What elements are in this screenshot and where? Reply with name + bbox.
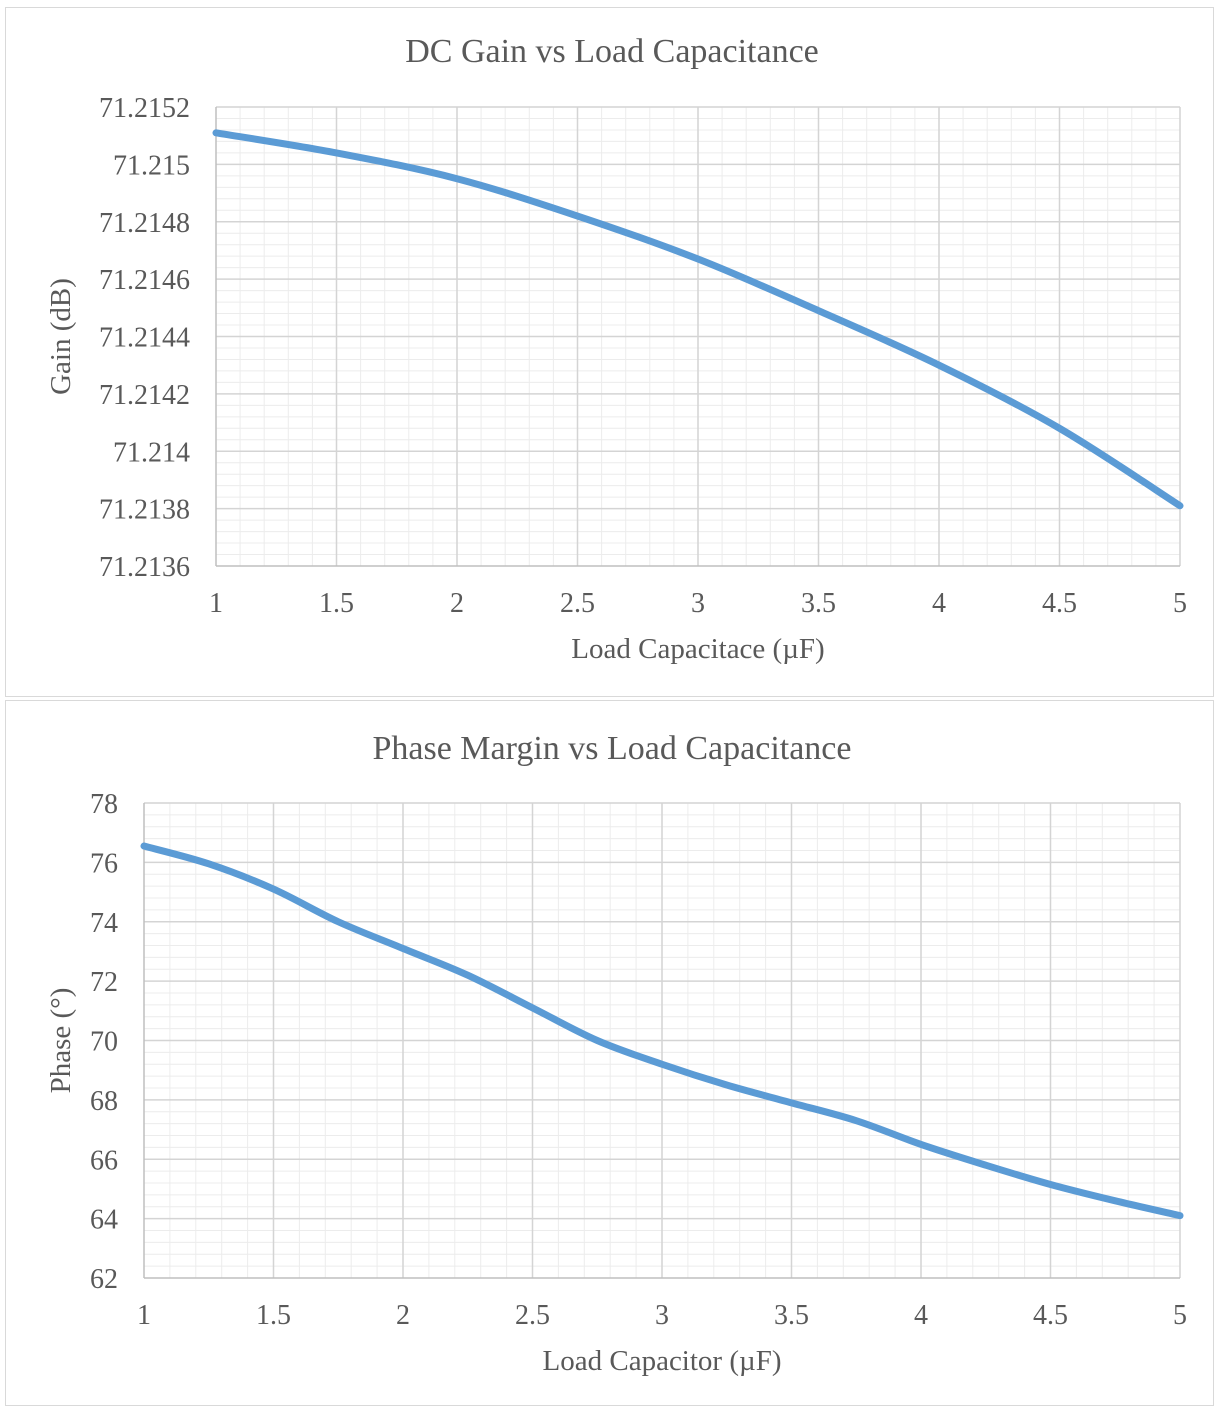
y-tick-label: 71.2142 xyxy=(99,380,190,411)
x-tick-label: 2.5 xyxy=(515,1300,550,1331)
y-tick-label: 71.2138 xyxy=(99,495,190,526)
gain-chart: 1 1.5 2 2.5 3 3.5 4 4.5 5 71.2136 71.2138 71.214 71.… xyxy=(45,33,1187,665)
x-tick-label: 5 xyxy=(1173,588,1187,619)
y-tick-label: 72 xyxy=(90,967,118,998)
y-tick-label: 71.2148 xyxy=(99,208,190,239)
y-tick-label: 71.2152 xyxy=(99,93,190,124)
y-tick-label: 74 xyxy=(90,908,118,939)
x-tick-label: 4 xyxy=(914,1300,928,1331)
x-axis-title: Load Capacitace (µF) xyxy=(571,633,824,665)
x-tick-label: 2.5 xyxy=(560,588,595,619)
y-tick-label: 66 xyxy=(90,1145,118,1176)
x-tick-label: 3 xyxy=(655,1300,669,1331)
phase-chart-panel: 1 1.5 2 2.5 3 3.5 4 4.5 5 62 64 66 68 70 72 74 76 78 Phase… xyxy=(5,700,1214,1406)
x-tick-label: 2 xyxy=(450,588,464,619)
y-tick-label: 62 xyxy=(90,1264,118,1295)
x-tick-label: 1 xyxy=(209,588,223,619)
y-tick-label: 70 xyxy=(90,1027,118,1058)
x-tick-label: 1 xyxy=(137,1300,151,1331)
x-tick-label: 3.5 xyxy=(801,588,836,619)
y-tick-label: 71.2146 xyxy=(99,265,190,296)
x-tick-label: 1.5 xyxy=(256,1300,291,1331)
y-tick-label: 71.214 xyxy=(113,437,190,468)
y-tick-label: 71.2136 xyxy=(99,552,190,583)
y-tick-label: 71.215 xyxy=(113,150,190,181)
chart-title: DC Gain vs Load Capacitance xyxy=(405,33,819,70)
y-tick-label: 68 xyxy=(90,1086,118,1117)
phase-chart: 1 1.5 2 2.5 3 3.5 4 4.5 5 62 64 66 68 70 72 74 76 78 Phase… xyxy=(45,730,1187,1377)
gain-chart-panel: 1 1.5 2 2.5 3 3.5 4 4.5 5 71.2136 71.2138 71.214 71.… xyxy=(5,7,1214,697)
y-axis-title: Gain (dB) xyxy=(45,278,77,395)
x-tick-label: 3 xyxy=(691,588,705,619)
y-tick-label: 76 xyxy=(90,848,118,879)
x-tick-label: 1.5 xyxy=(319,588,354,619)
y-tick-label: 78 xyxy=(90,789,118,820)
x-tick-label: 3.5 xyxy=(774,1300,809,1331)
x-tick-label: 4.5 xyxy=(1033,1300,1068,1331)
x-tick-label: 2 xyxy=(396,1300,410,1331)
y-axis-title: Phase (°) xyxy=(45,988,77,1094)
series-line xyxy=(140,842,1184,1220)
chart-title: Phase Margin vs Load Capacitance xyxy=(372,730,851,767)
y-tick-label: 64 xyxy=(90,1205,118,1236)
y-tick-label: 71.2144 xyxy=(99,323,190,354)
x-tick-label: 4.5 xyxy=(1042,588,1077,619)
x-axis-title: Load Capacitor (µF) xyxy=(543,1345,782,1377)
x-tick-label: 5 xyxy=(1173,1300,1187,1331)
series-line xyxy=(212,129,1184,510)
x-tick-label: 4 xyxy=(932,588,946,619)
